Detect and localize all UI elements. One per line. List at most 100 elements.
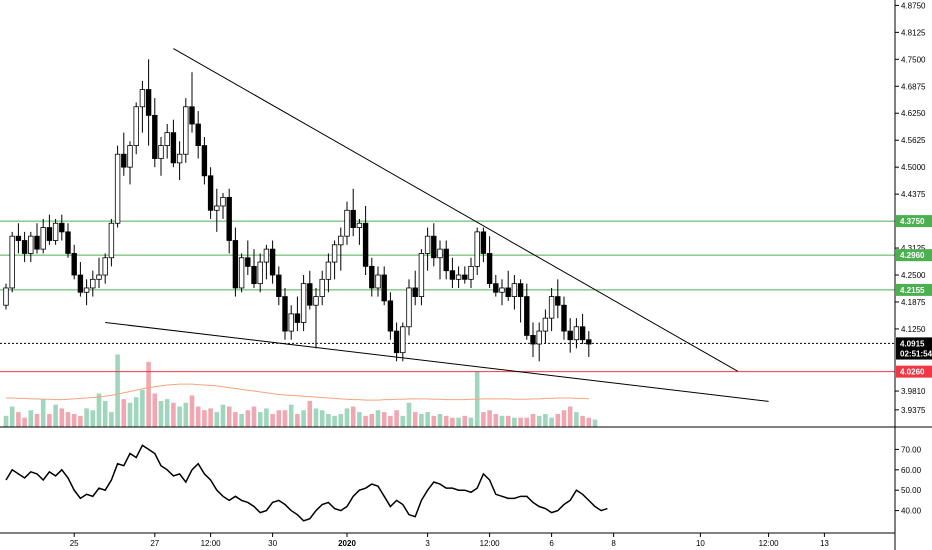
time-tick-label: 8 bbox=[611, 539, 616, 548]
volume-bar bbox=[102, 400, 108, 427]
candle-down bbox=[431, 235, 437, 259]
volume-bar bbox=[450, 417, 455, 427]
candle-up bbox=[437, 248, 443, 259]
volume-bar bbox=[388, 415, 393, 427]
volume-bar bbox=[543, 413, 548, 427]
candle-down bbox=[189, 106, 195, 125]
volume-bar bbox=[245, 410, 251, 427]
price-tick-label: 4.3125 bbox=[901, 244, 926, 253]
candle-up bbox=[114, 153, 121, 224]
volume-bar bbox=[313, 408, 319, 427]
candle-down bbox=[486, 253, 493, 285]
volume-bar bbox=[288, 404, 294, 427]
volume-bar bbox=[183, 402, 189, 427]
price-tag bbox=[896, 337, 932, 350]
candle-up bbox=[548, 296, 555, 319]
volume-bar bbox=[3, 415, 9, 427]
volume-bar bbox=[468, 417, 474, 427]
volume-bar bbox=[195, 406, 201, 427]
time-tick-label: 30 bbox=[268, 539, 277, 548]
volume-bar bbox=[164, 399, 170, 427]
trendline bbox=[173, 48, 738, 372]
price-tag bbox=[896, 283, 932, 296]
price-panel[interactable] bbox=[0, 48, 895, 427]
time-tick-label: 12:00 bbox=[480, 539, 501, 548]
candle-down bbox=[362, 222, 369, 267]
candle-up bbox=[52, 222, 59, 241]
candle-down bbox=[226, 196, 232, 241]
candle-down bbox=[152, 114, 158, 159]
candle-up bbox=[325, 261, 332, 280]
price-tag-label: 4.0260 bbox=[900, 368, 925, 377]
trendline bbox=[105, 321, 769, 402]
candle-up bbox=[319, 278, 325, 297]
volume-bar bbox=[412, 412, 418, 427]
candle-down bbox=[561, 304, 567, 332]
candle-down bbox=[207, 175, 214, 211]
price-axis[interactable]: 4.8750 4.8125 4.7500 4.6875 4.6250 4.5625 4.50… bbox=[894, 0, 932, 550]
volume-bar bbox=[592, 419, 598, 427]
candle-up bbox=[220, 196, 226, 207]
volume-bar bbox=[555, 413, 561, 427]
candle-up bbox=[313, 296, 319, 306]
candle-down bbox=[59, 222, 65, 233]
volume-bar bbox=[350, 406, 356, 427]
volume-bar bbox=[171, 402, 176, 427]
candle-up bbox=[28, 235, 34, 254]
candle-up bbox=[455, 274, 462, 280]
volume-bar bbox=[282, 410, 288, 427]
volume-bar bbox=[586, 417, 592, 427]
time-axis[interactable]: 25 27 12:00 30 2020 3 12:00 6 8 10 12:00 13 bbox=[0, 532, 895, 548]
volume-bar bbox=[301, 410, 306, 427]
candle-down bbox=[369, 265, 375, 289]
candle-down bbox=[586, 339, 592, 345]
volume-bar bbox=[40, 399, 46, 427]
oscillator-axis[interactable]: 70.00 60.00 50.00 40.00 bbox=[895, 445, 922, 516]
candle-down bbox=[294, 313, 301, 323]
candle-up bbox=[536, 330, 542, 345]
price-tag-label: 02:51:54 bbox=[900, 350, 932, 359]
oscillator-tick-label: 50.00 bbox=[901, 486, 922, 495]
price-tag bbox=[896, 365, 932, 378]
candle-down bbox=[77, 274, 84, 293]
candle-up bbox=[468, 265, 474, 280]
candle-up bbox=[127, 145, 133, 168]
candle-down bbox=[517, 283, 524, 297]
volume-bar bbox=[226, 406, 232, 427]
candle-up bbox=[263, 248, 270, 263]
volume-bar bbox=[96, 393, 102, 427]
candle-up bbox=[499, 287, 505, 293]
candle-down bbox=[46, 227, 53, 241]
volume-bar bbox=[400, 415, 406, 427]
price-tag-label: 4.2960 bbox=[900, 251, 925, 260]
candle-down bbox=[480, 231, 487, 254]
candle-down bbox=[15, 235, 22, 241]
price-tick-label: 4.8125 bbox=[901, 28, 926, 37]
candle-up bbox=[344, 209, 350, 237]
candle-up bbox=[108, 222, 115, 259]
candle-up bbox=[238, 257, 245, 289]
volume-bar bbox=[28, 410, 34, 427]
volume-bar bbox=[158, 400, 164, 427]
volume-bar bbox=[115, 354, 120, 427]
volume-bar bbox=[257, 412, 263, 427]
candle-up bbox=[424, 235, 431, 254]
candle-down bbox=[121, 153, 127, 168]
volume-bar bbox=[65, 412, 71, 427]
volume-bar bbox=[338, 413, 344, 427]
volume-bar bbox=[146, 361, 151, 427]
candle-up bbox=[9, 235, 15, 289]
candle-down bbox=[276, 274, 282, 297]
volume-bar bbox=[549, 417, 554, 427]
candle-up bbox=[158, 145, 164, 159]
volume-bar bbox=[90, 410, 96, 427]
candle-down bbox=[393, 330, 400, 354]
price-tag-label: 4.0915 bbox=[900, 339, 925, 348]
oscillator-panel[interactable] bbox=[5, 444, 608, 522]
candle-down bbox=[170, 132, 177, 164]
volume-bar bbox=[220, 404, 226, 427]
volume-bar bbox=[381, 412, 387, 427]
candle-down bbox=[381, 274, 387, 302]
time-tick-label: 13 bbox=[820, 539, 829, 548]
